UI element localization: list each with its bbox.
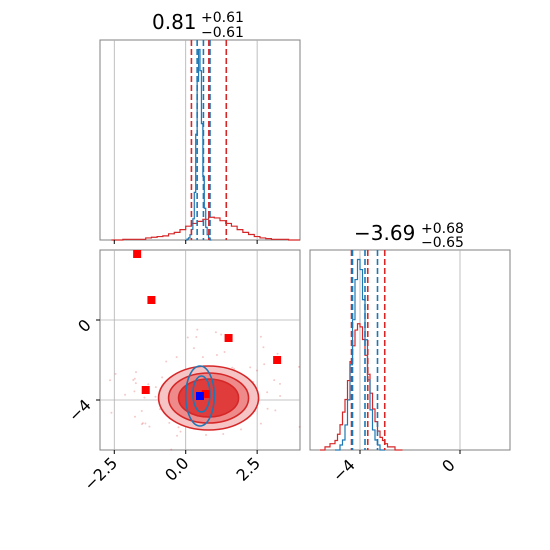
joint-sample-dot [177,426,180,429]
param2-histogram-frame [309,249,511,451]
param2-tick-label: −4 [329,455,359,485]
joint-sample-dot [154,395,157,398]
joint-blue-contour [184,365,216,427]
param1-blue-histogram [185,48,212,241]
joint-point-marker [141,386,150,394]
joint-x-tick-label: 0.0 [161,453,192,484]
param2-blue-histogram [335,258,385,451]
joint-sample-dot [214,331,217,334]
param2-tick-label: 0 [438,455,459,476]
joint-sample-dot [143,396,146,399]
joint-sample-dot [147,383,150,386]
joint-sample-dot [255,369,258,372]
param2-histogram-panel: −4 0 −3.69 +0.68 −0.65 [309,221,511,486]
joint-sample-dot [186,336,189,339]
joint-sample-dot [298,365,301,368]
joint-sample-dot [274,409,277,412]
joint-sample-dot [220,333,223,336]
joint-point-marker [147,296,156,304]
joint-sample-dot [144,422,147,425]
joint-sample-dot [110,411,113,414]
joint-sample-dot [161,376,164,379]
joint-sample-dot [133,390,136,393]
joint-x-tick-label: −2.5 [80,453,121,494]
joint-sample-dot [170,448,173,451]
joint-sample-dot [133,415,136,418]
joint-sample-dot [132,379,135,382]
joint-sample-dot [109,379,112,382]
joint-sample-dot [179,430,182,433]
joint-sample-dot [140,423,143,426]
joint-sample-dot [201,356,204,359]
param1-histogram-panel: 0.81 +0.61 −0.61 [99,10,301,244]
joint-sample-dot [205,434,208,437]
joint-sample-dot [192,347,195,350]
joint-sample-dot [133,377,136,380]
param2-quantile-lines [350,250,386,450]
joint-sample-dot [240,428,243,431]
param1-red-histogram [111,216,300,241]
joint-sample-dot [114,372,117,375]
param1-histogram-ticks [113,240,258,244]
param2-title-plus: +0.68 [421,221,464,237]
joint-sample-dot [266,391,269,394]
param1-histogram-grid [113,40,258,240]
param2-histogram-grid [359,250,461,450]
joint-points [133,250,282,400]
param1-title-minus: −0.61 [201,25,244,41]
param1-title-value: 0.81 [152,10,197,34]
joint-sample-dot [165,360,168,363]
joint-sample-dot [141,422,144,425]
joint-panel: −2.5 0.0 2.5 0 −4 [65,249,301,494]
joint-y-tick-label: −4 [65,395,95,425]
joint-sample-dot [215,353,218,356]
joint-point-marker [273,356,282,364]
joint-sample-dot [134,382,137,385]
joint-sample-dot [259,422,262,425]
param1-histogram-frame [99,39,301,241]
joint-sample-dot [196,328,199,331]
param1-quantile-lines [190,40,228,240]
joint-sample-dot [259,335,262,338]
param2-title-value: −3.69 [354,221,415,245]
joint-sample-dot [140,410,143,413]
joint-sample-dot [222,433,225,436]
joint-sample-dot [249,366,252,369]
joint-sample-dot [154,386,157,389]
joint-sample-dot [279,394,282,397]
joint-sample-dot [278,382,281,385]
param1-title-plus: +0.61 [201,10,244,26]
joint-sample-dot [262,346,265,349]
joint-sample-dot [233,367,236,370]
joint-sample-dot [168,421,171,424]
joint-point-marker [224,334,233,342]
joint-sample-dot [195,336,198,339]
joint-truth-marker [196,392,204,400]
joint-point-marker [133,250,142,258]
param1-title: 0.81 [152,10,197,34]
joint-sample-dot [175,356,178,359]
joint-sample-dot [148,425,151,428]
joint-x-tick-label: 2.5 [233,453,264,484]
joint-sample-dot [135,371,138,374]
joint-sample-dot [266,407,269,410]
joint-sample-dot [273,379,276,382]
joint-sample-dot [176,434,179,437]
joint-sample-dot [124,393,127,396]
joint-point-marker [201,390,210,398]
param2-title-minus: −0.65 [421,235,464,251]
param1-histograms [111,48,300,241]
joint-y-tick-label: 0 [74,315,95,336]
joint-sample-dot [276,352,279,355]
joint-sample-dot [231,366,234,369]
joint-sample-dot [263,363,266,366]
joint-blue-contour [192,375,211,413]
joint-sample-dot [223,351,226,354]
param2-histogram-ticks: −4 0 [329,450,461,486]
joint-sample-dot [298,425,301,428]
